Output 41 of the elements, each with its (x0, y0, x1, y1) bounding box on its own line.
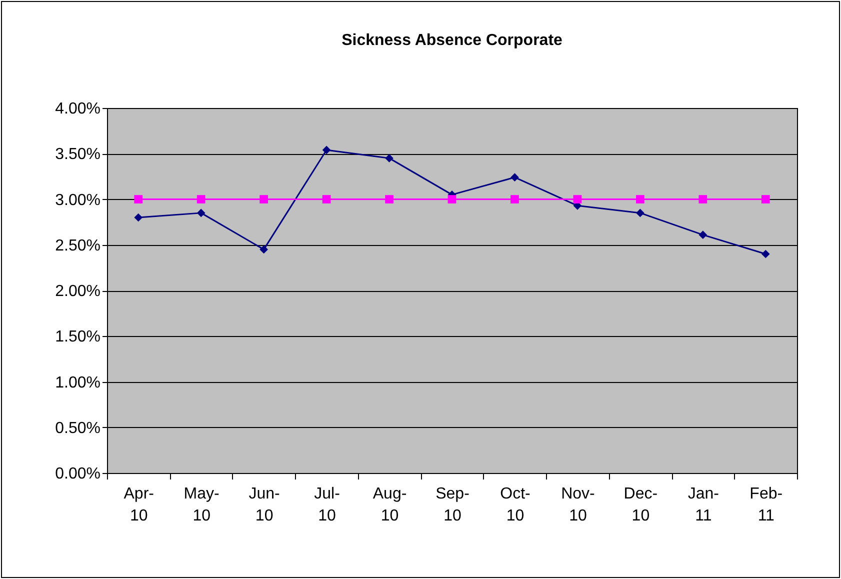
point (510, 195, 519, 204)
point (573, 195, 582, 204)
y-tick-label: 0.50% (55, 420, 100, 437)
x-tick-label: Aug-10 (372, 486, 407, 524)
point (385, 154, 394, 162)
x-tick-label: Apr-10 (124, 486, 154, 524)
x-tick-label: Dec-10 (624, 486, 658, 524)
point (260, 195, 268, 204)
x-tick-label: May-10 (184, 486, 220, 524)
y-tick-label: 3.00% (55, 192, 100, 209)
x-tick-label: Jul-10 (314, 486, 340, 524)
point (196, 208, 206, 218)
y-tick-label: 1.00% (55, 374, 100, 392)
y-tick-label: 2.00% (55, 283, 100, 300)
point (322, 195, 331, 204)
point (134, 213, 143, 222)
x-tick-label: Oct-10 (500, 486, 530, 524)
point (761, 195, 770, 204)
point (448, 195, 456, 204)
point (636, 195, 644, 204)
point (761, 250, 770, 258)
x-tick-label: Jan-11 (688, 486, 719, 524)
y-tick-label: 2.50% (55, 237, 100, 254)
point (385, 195, 394, 204)
x-tick-label: Nov-10 (561, 486, 595, 524)
point (196, 195, 206, 204)
point (636, 208, 644, 218)
y-tick-label: 4.00% (55, 100, 100, 118)
x-tick-label: Feb-11 (750, 486, 783, 524)
x-tick-label: Sep-10 (436, 486, 470, 524)
point (134, 195, 143, 204)
point (322, 146, 331, 154)
y-tick-label: 3.50% (55, 146, 100, 164)
x-tick-label: Jun-10 (248, 486, 280, 524)
point (698, 195, 708, 204)
chart-title: Sickness Absence Corporate (342, 32, 563, 49)
y-tick-label: 1.50% (55, 328, 100, 346)
point (260, 245, 268, 254)
point (510, 173, 519, 182)
y-tick-label: 0.00% (55, 466, 100, 482)
point (698, 230, 708, 240)
